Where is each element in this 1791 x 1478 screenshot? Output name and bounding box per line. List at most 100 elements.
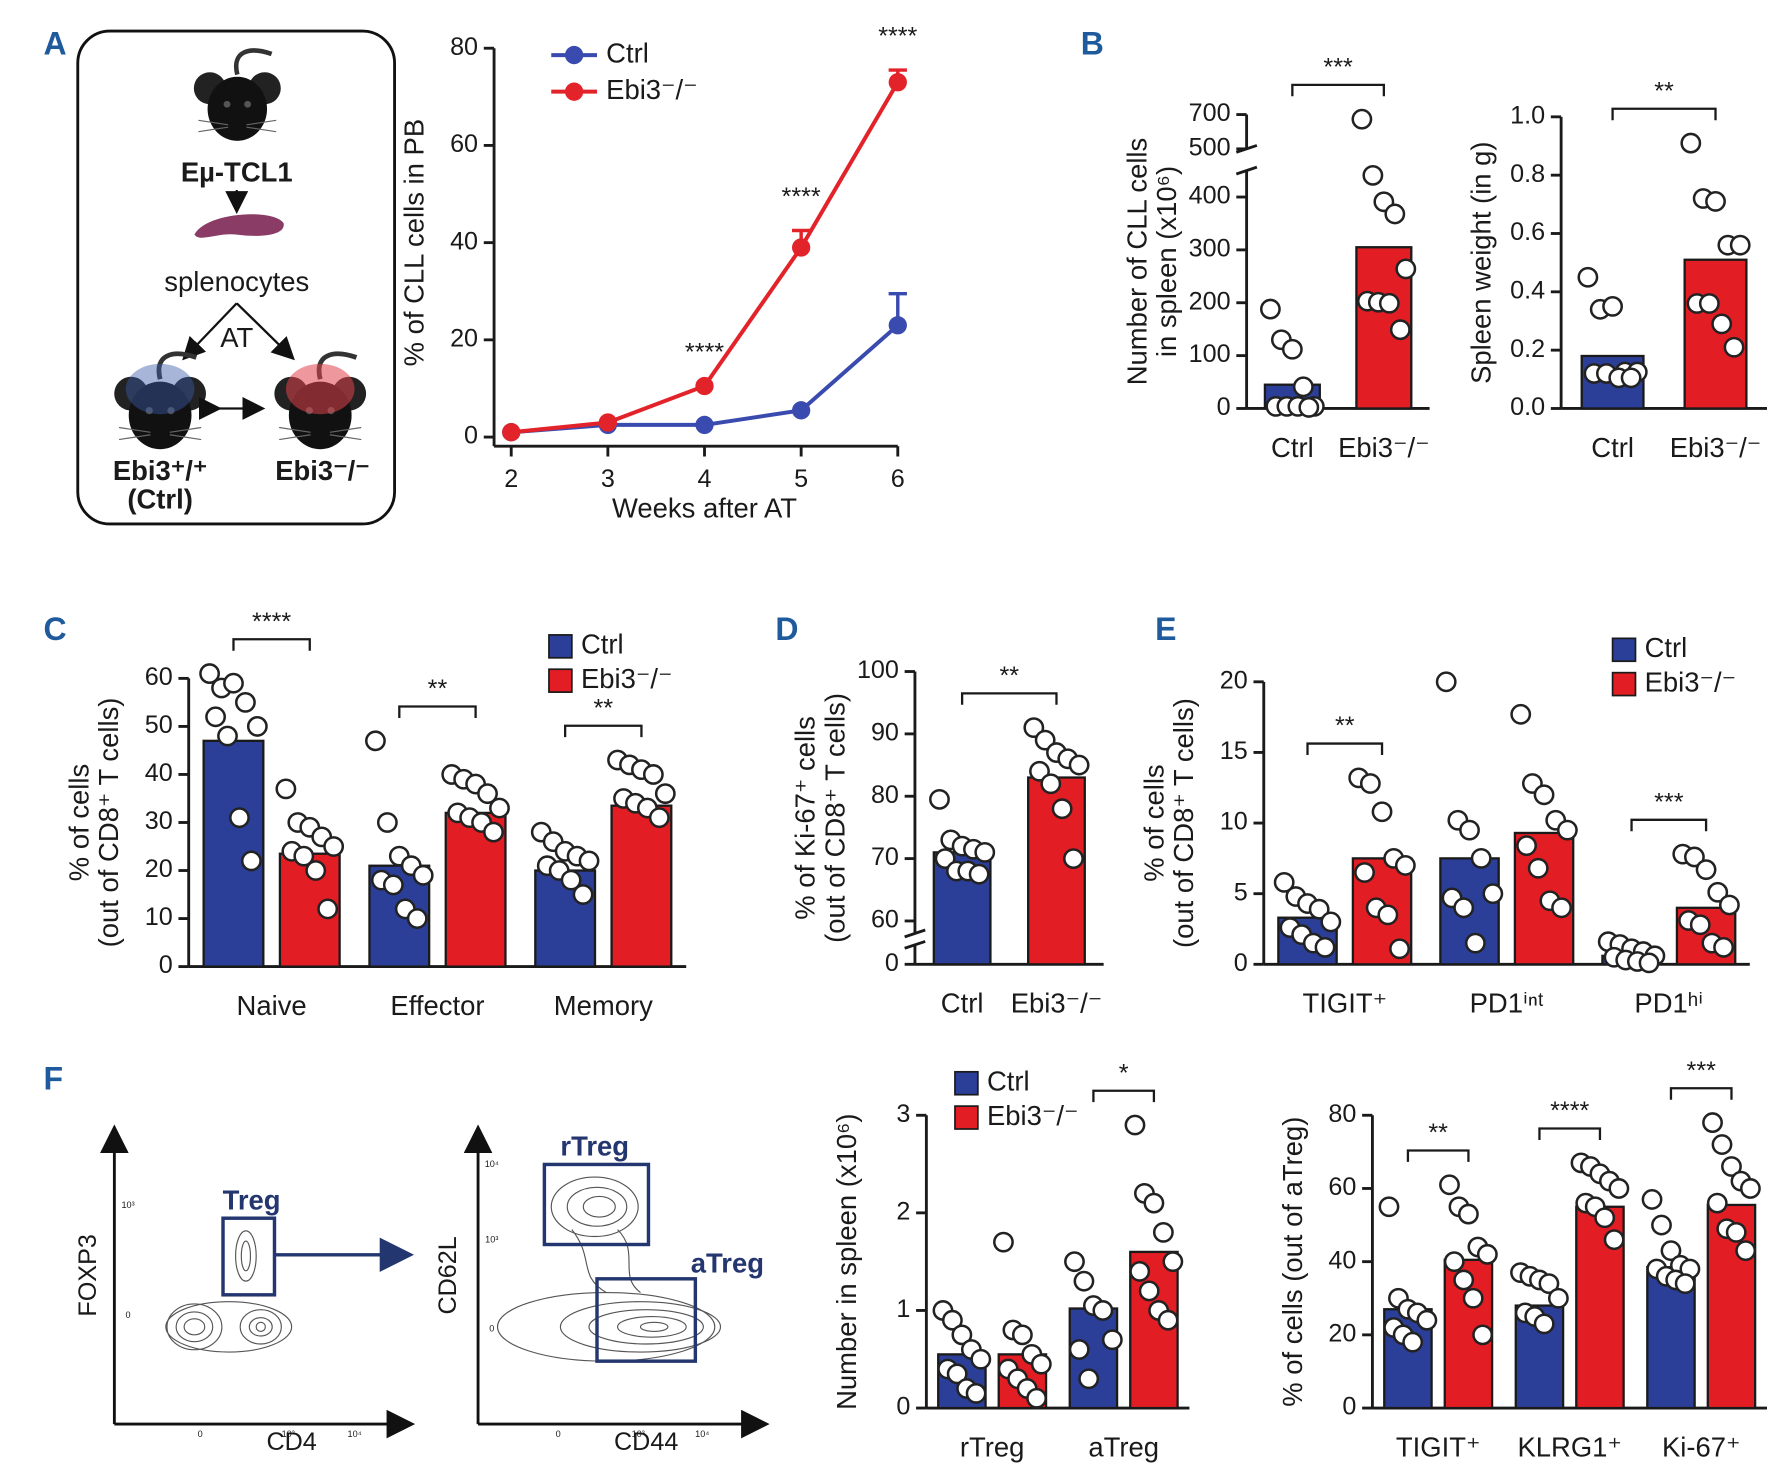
data-point (1011, 1324, 1033, 1346)
data-point (1533, 784, 1555, 806)
data-point (1684, 846, 1705, 868)
recipient-label: Ebi3⁻/⁻ (275, 455, 370, 486)
data-point (229, 807, 250, 829)
significance-bracket (1406, 1149, 1470, 1162)
x-tick-label: Ebi3⁻/⁻ (1338, 432, 1430, 463)
point (791, 238, 811, 257)
data-point (1362, 164, 1384, 186)
data-point (217, 725, 238, 747)
data-point (965, 1383, 987, 1404)
significance-bracket (1630, 818, 1708, 832)
data-point (1443, 1251, 1465, 1273)
data-point (1725, 1221, 1747, 1243)
data-point (1464, 932, 1486, 954)
x-tick-label: rTreg (960, 1431, 1025, 1462)
significance: **** (252, 608, 291, 636)
data-point (412, 864, 434, 886)
y-tick-label: 0 (896, 1393, 910, 1421)
data-point (1641, 1189, 1663, 1210)
data-point (1063, 848, 1084, 870)
point (695, 376, 714, 396)
bar (1683, 258, 1748, 410)
data-point (968, 863, 990, 885)
y-tick-label: 20 (450, 324, 478, 352)
tick-label: 10⁴ (695, 1429, 709, 1439)
data-point (1698, 293, 1720, 314)
data-point (1402, 1331, 1424, 1353)
y-tick-label: 500 (1189, 134, 1231, 162)
y-tick-label: 80 (450, 33, 478, 61)
y-tick-label: 10 (1220, 808, 1248, 836)
chart: 0 20 40 60 80 % of CLL cells in PB 2 3 4 5 6 Weeks … (399, 23, 918, 524)
significance-bracket (960, 692, 1058, 705)
data-point (1092, 1300, 1114, 1321)
data-point (1608, 1178, 1630, 1199)
data-point (1482, 883, 1504, 905)
legend-label: Ebi3⁻/⁻ (606, 74, 698, 105)
y-tick-label: 0.0 (1510, 393, 1545, 421)
data-point (572, 884, 594, 905)
donor-mouse (194, 51, 281, 141)
data-point (293, 845, 315, 867)
y-tick-label: 40 (450, 227, 478, 255)
data-point (1378, 1196, 1400, 1218)
y-tick-label: 15 (1220, 737, 1248, 765)
data-point (1314, 936, 1336, 958)
data-point (929, 788, 950, 810)
data-point (1721, 1156, 1742, 1177)
data-point (365, 730, 386, 752)
data-point (477, 783, 498, 805)
data-point (993, 1231, 1014, 1253)
flow-plot: Treg FOXP3 CD4 0 10³ 10⁴ 10³ 0 (74, 1124, 416, 1456)
y-tick-label: 0.2 (1510, 335, 1545, 363)
y-tick-label: 20 (1328, 1319, 1356, 1347)
y-tick-label: 0 (1342, 1393, 1356, 1421)
data-point (240, 850, 262, 872)
axis-break (904, 928, 926, 939)
y-label: (out of CD8⁺ T cells) (1168, 698, 1199, 948)
data-point (648, 807, 670, 829)
data-point (1638, 952, 1660, 974)
gate-label: rTreg (560, 1131, 629, 1162)
schematic: Eµ-TCL1 splenocytes AT Ebi3⁺/⁺ (Ctrl) Eb… (76, 29, 396, 526)
data-point (1273, 871, 1295, 893)
significance: * (1119, 1059, 1129, 1087)
data-point (1073, 1270, 1095, 1292)
data-point (1538, 1273, 1560, 1295)
chart: 0 60 70 80 90 100 % of Ki-67⁺ cells(out of CD8… (790, 656, 1104, 1019)
contours (165, 1230, 293, 1353)
data-point (1308, 898, 1330, 920)
x-label: CD4 (266, 1428, 316, 1456)
data-point (1078, 1368, 1100, 1390)
data-point (1458, 1203, 1479, 1225)
data-point (1729, 234, 1751, 256)
tick-label: 10³ (282, 1429, 295, 1439)
y-label: % of cells (out of aTreg) (1277, 1117, 1308, 1407)
x-tick-label: 3 (601, 465, 615, 493)
data-point (246, 716, 268, 737)
arrow (182, 302, 238, 361)
data-point (974, 841, 996, 863)
y-tick-label: 100 (857, 656, 899, 684)
recipient-label: Ebi3⁺/⁺ (113, 455, 208, 486)
x-tick-label: PD1ʰⁱ (1634, 988, 1703, 1019)
legend-marker (564, 45, 584, 65)
data-point (1129, 1261, 1151, 1282)
x-tick-label: TIGIT⁺ (1302, 988, 1387, 1019)
x-tick-label: Ki-67⁺ (1662, 1431, 1741, 1462)
data-point (1527, 857, 1549, 879)
data-point (1371, 801, 1393, 823)
chart: 0 100 200 300 400 500 700 Number of CLL cellsin… (1121, 54, 1429, 463)
y-tick-label: 300 (1189, 235, 1231, 263)
data-point (1472, 1324, 1494, 1346)
data-point (1152, 1221, 1174, 1243)
data-point (317, 898, 339, 920)
recipient-tint (285, 363, 355, 415)
significance-bracket (1306, 742, 1384, 755)
data-point (382, 874, 404, 896)
data-point (1051, 798, 1073, 820)
y-tick-label: 0 (885, 949, 899, 977)
tick-label: 0 (198, 1429, 203, 1439)
y-tick-label: 40 (145, 759, 173, 787)
legend-swatch (954, 1070, 979, 1096)
